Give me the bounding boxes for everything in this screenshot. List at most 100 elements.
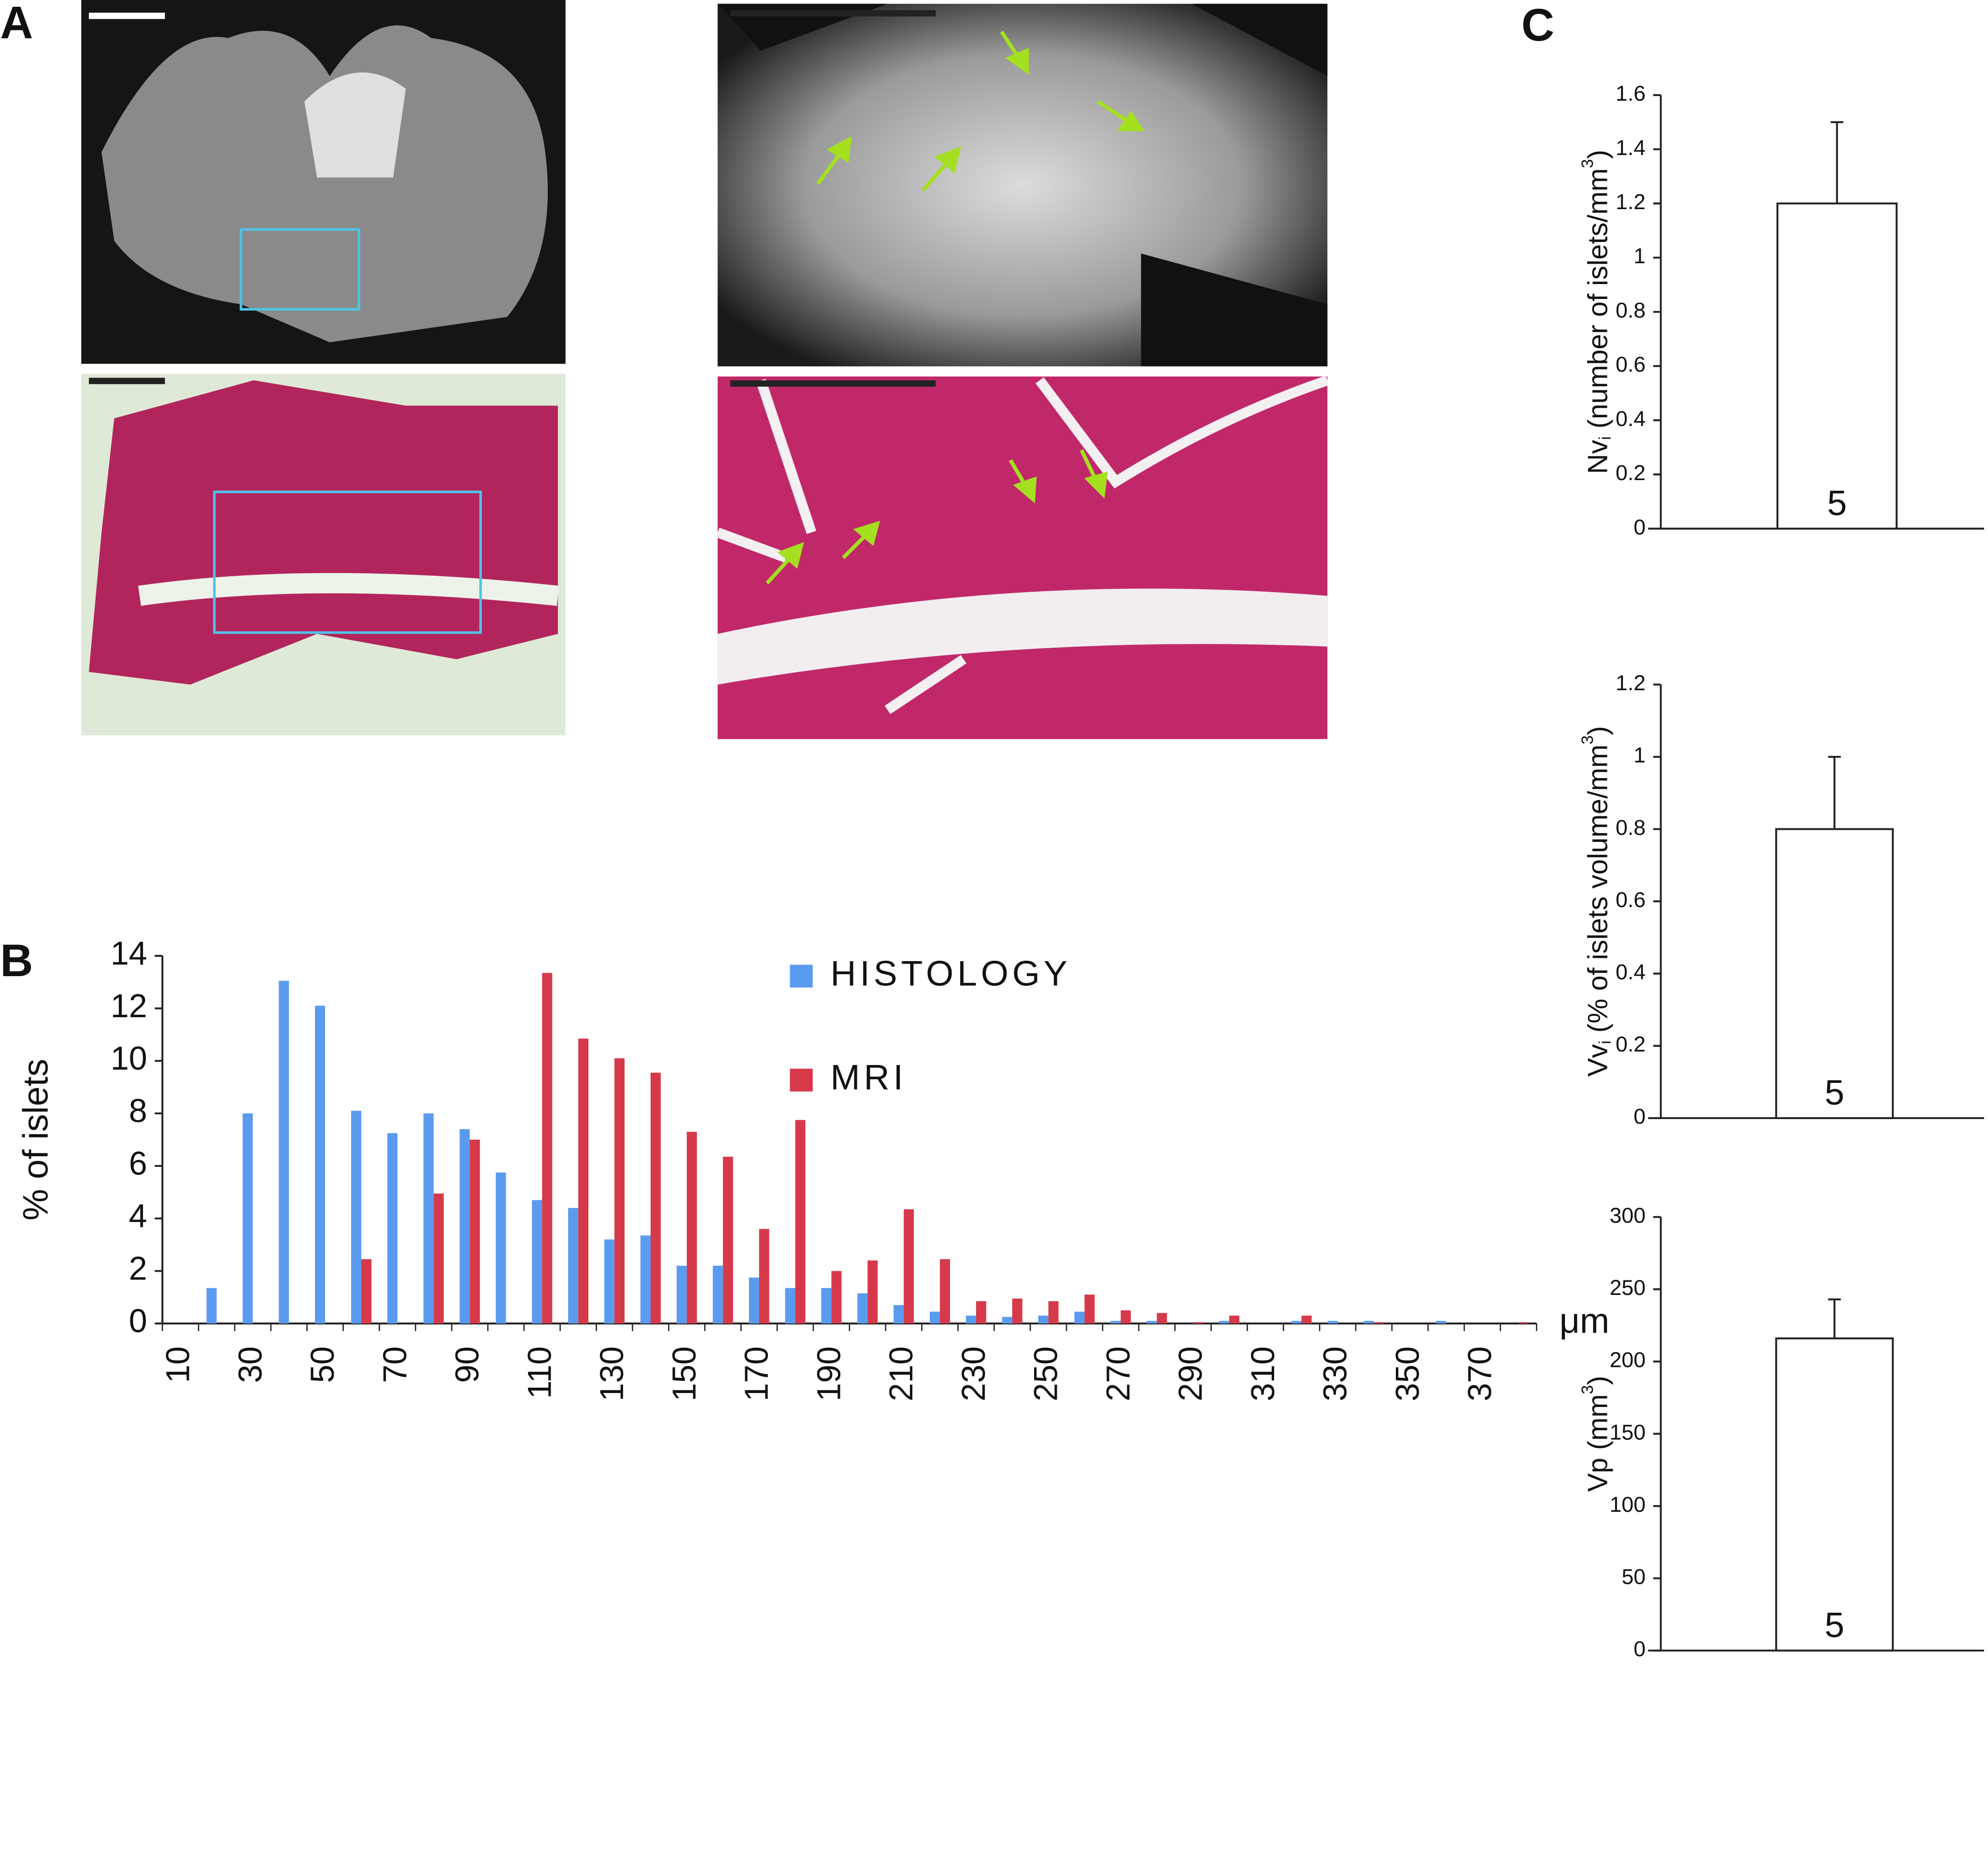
arrowhead — [1005, 48, 1029, 75]
x-tick-label: 370 — [1462, 1346, 1498, 1401]
bar — [459, 1129, 470, 1324]
legend-swatch — [790, 965, 813, 988]
bar — [423, 1113, 434, 1324]
y-axis-title: Nvi (number of islets/mm3) — [1578, 150, 1615, 474]
bar — [785, 1288, 795, 1324]
arrowhead — [1117, 111, 1145, 131]
y-tick-label: 0.6 — [1616, 353, 1646, 377]
x-tick-label: 130 — [594, 1346, 630, 1401]
x-tick-label: 350 — [1389, 1346, 1426, 1401]
bar — [1193, 1322, 1204, 1324]
y-tick-label: 250 — [1610, 1276, 1646, 1300]
bar — [614, 1058, 625, 1324]
bar — [686, 1132, 697, 1324]
bar — [1363, 1321, 1374, 1324]
x-tick-label: 290 — [1172, 1346, 1209, 1401]
y-axis-title-part: Vp (mm — [1583, 1394, 1614, 1492]
bar — [1229, 1315, 1239, 1324]
bar — [749, 1278, 759, 1324]
bar — [433, 1193, 444, 1324]
bar-label: 5 — [1825, 1072, 1845, 1112]
y-tick-label: 14 — [111, 935, 147, 972]
histology-septa — [716, 375, 1329, 714]
bar — [1291, 1321, 1302, 1324]
x-tick-label: 270 — [1100, 1346, 1136, 1401]
panel-label: B — [0, 935, 33, 986]
y-axis-title-part: 3 — [1578, 159, 1597, 168]
x-tick-label: 250 — [1028, 1346, 1065, 1401]
bar — [604, 1239, 615, 1324]
y-tick-label: 0.6 — [1616, 888, 1646, 912]
y-tick-label: 1 — [1633, 244, 1646, 268]
histology-tissue — [88, 380, 558, 685]
bar — [1775, 828, 1894, 1119]
x-tick-label: 70 — [377, 1346, 413, 1383]
bar — [676, 1265, 687, 1324]
y-axis-title-part: (% of islets volume/mm — [1583, 744, 1614, 1040]
y-tick-label: 150 — [1610, 1421, 1646, 1444]
y-tick-label: 0 — [129, 1303, 147, 1339]
bar — [1147, 1321, 1157, 1324]
legend-label: MRI — [830, 1057, 907, 1097]
bar — [568, 1208, 579, 1324]
y-axis-title: Vvi (% of islets volume/mm3) — [1578, 726, 1615, 1077]
y-axis-title-part: ) — [1583, 150, 1614, 159]
y-tick-label: 1.2 — [1616, 190, 1646, 214]
y-tick-label: 0 — [1633, 1637, 1646, 1661]
bar — [1121, 1310, 1131, 1324]
y-axis-title-part: i — [1596, 436, 1615, 440]
bar — [1219, 1321, 1229, 1324]
y-tick-label: 50 — [1621, 1565, 1646, 1589]
bar — [1012, 1298, 1022, 1324]
bar — [821, 1288, 832, 1324]
y-tick-label: 0.2 — [1616, 1033, 1646, 1056]
y-tick-label: 0 — [1633, 1105, 1646, 1129]
bar — [976, 1301, 986, 1324]
x-tick-label: 210 — [883, 1346, 920, 1401]
bar — [1002, 1317, 1012, 1324]
y-tick-label: 12 — [111, 988, 147, 1024]
bar — [723, 1156, 733, 1324]
y-tick-label: 8 — [129, 1093, 147, 1129]
y-tick-label: 200 — [1610, 1349, 1646, 1372]
bar — [1084, 1294, 1095, 1324]
y-tick-label: 0 — [1633, 515, 1646, 539]
arrowhead — [1013, 476, 1037, 504]
bar — [831, 1271, 842, 1324]
bar — [578, 1038, 589, 1324]
arrowhead — [826, 136, 852, 163]
bar — [894, 1305, 904, 1324]
bar — [1048, 1301, 1059, 1324]
bar — [867, 1260, 878, 1324]
y-tick-label: 1.4 — [1616, 136, 1646, 160]
y-tick-label: 4 — [129, 1198, 147, 1235]
bar-label: 5 — [1827, 483, 1847, 523]
arrowhead — [1084, 471, 1108, 499]
x-tick-label: 90 — [449, 1346, 486, 1383]
bar — [1301, 1315, 1312, 1324]
y-axis-title-part: 3 — [1578, 1385, 1597, 1394]
x-tick-label: 50 — [304, 1346, 341, 1383]
scale-bar — [730, 380, 936, 387]
arrowhead — [853, 521, 880, 546]
y-tick-label: 0.8 — [1616, 816, 1646, 839]
y-tick-label: 0.4 — [1616, 407, 1646, 431]
bar — [1776, 202, 1898, 530]
bar — [1074, 1311, 1085, 1324]
y-axis-title-part: (number of islets/mm — [1583, 168, 1614, 436]
zoom-box — [240, 228, 360, 311]
bar — [1327, 1321, 1338, 1324]
zoom-box — [213, 490, 482, 634]
bar — [206, 1288, 217, 1324]
mri-background — [717, 3, 1328, 367]
y-tick-label: 10 — [111, 1040, 147, 1077]
y-tick-label: 0.2 — [1616, 461, 1646, 485]
bar — [1038, 1315, 1049, 1324]
bar — [351, 1110, 362, 1324]
y-tick-label: 1 — [1633, 744, 1646, 767]
x-tick-label: 230 — [955, 1346, 992, 1401]
legend-swatch — [790, 1068, 813, 1092]
bar — [532, 1200, 542, 1324]
x-tick-label: 330 — [1317, 1346, 1354, 1401]
panel-label: A — [0, 0, 33, 48]
